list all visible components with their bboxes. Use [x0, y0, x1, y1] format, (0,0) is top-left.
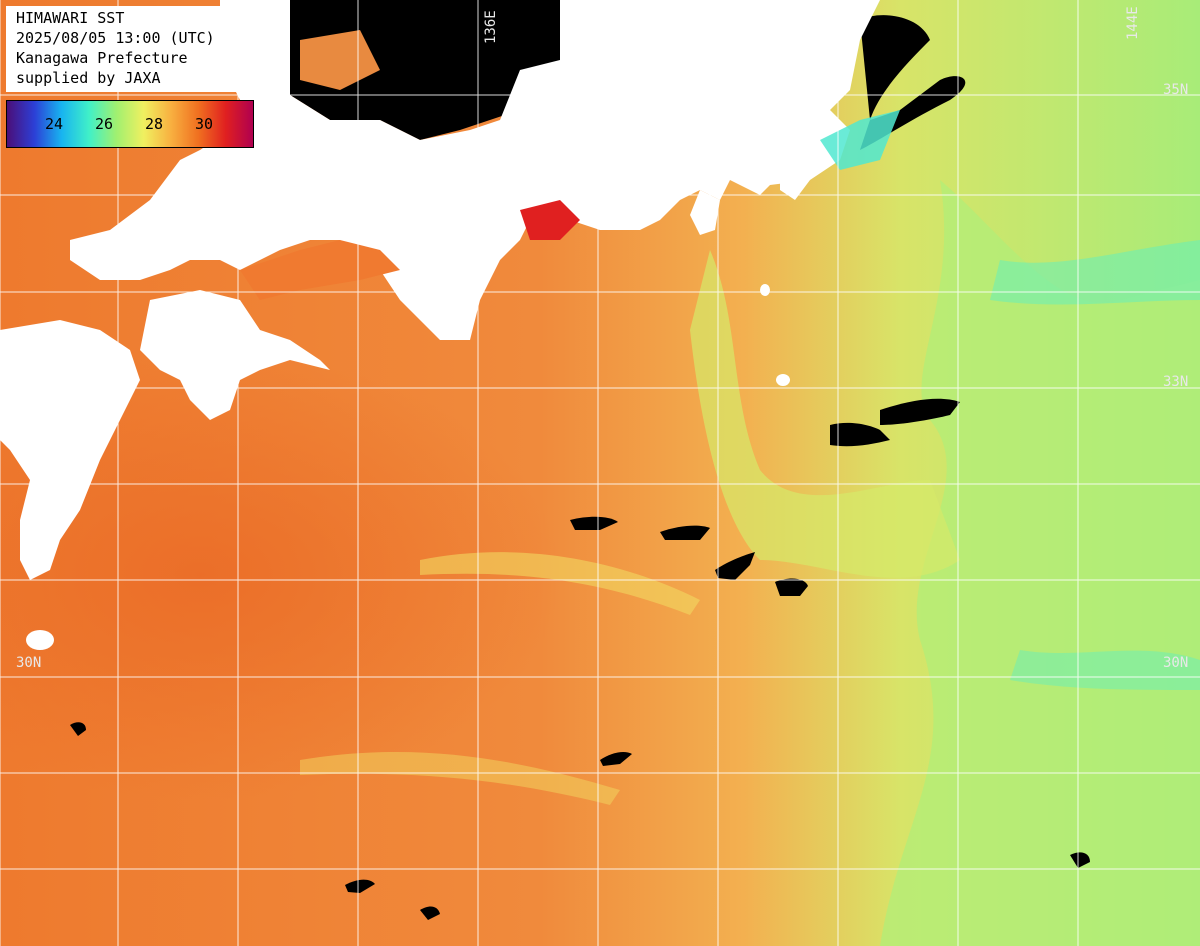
land-kii	[420, 130, 500, 240]
colorbar-tick-24: 24	[45, 115, 64, 133]
land-boso	[780, 145, 810, 200]
cloud-streak-8	[70, 722, 86, 736]
yellow-streak-2	[300, 751, 620, 805]
cloud-streak-9	[1070, 852, 1090, 868]
title-box: HIMAWARI SST 2025/08/05 13:00 (UTC) Kana…	[6, 6, 290, 92]
label-lat-33: 33N	[1163, 374, 1188, 390]
colorbar-tick-26: 26	[95, 115, 114, 133]
cyan-patch-south	[1010, 650, 1200, 690]
data-credit: supplied by JAXA	[16, 69, 161, 87]
timestamp: 2025/08/05 13:00 (UTC)	[16, 29, 215, 47]
no-data-top-patches	[300, 30, 380, 90]
colorbar-tick-28: 28	[145, 115, 164, 133]
label-lon-136: 136E	[483, 10, 499, 44]
label-lon-144: 144E	[1125, 6, 1141, 40]
label-lat-30-left: 30N	[16, 655, 41, 671]
cloud-streak-1	[830, 422, 890, 447]
cloud-streak-6	[775, 578, 808, 596]
cyan-band	[990, 240, 1200, 305]
cloud-streak-2	[880, 398, 960, 425]
land-miyake	[760, 284, 770, 296]
label-lat-30-right: 30N	[1163, 655, 1188, 671]
label-lat-35: 35N	[1163, 82, 1188, 98]
product-title: HIMAWARI SST	[16, 9, 125, 27]
yellow-streak-1	[420, 552, 700, 615]
land-kyushu	[0, 320, 140, 580]
land-izu	[690, 190, 720, 235]
region-name: Kanagawa Prefecture	[16, 49, 188, 67]
cloud-streak-4	[660, 525, 710, 540]
cool-water-mid	[690, 250, 960, 578]
coastal-cool-east	[820, 110, 900, 170]
land-oshima	[776, 374, 790, 386]
temperature-colorbar: 24 26 28 30	[6, 100, 254, 148]
cloud-streak-5	[715, 552, 755, 580]
cloud-streak-7	[600, 752, 632, 766]
land-tanegashima	[26, 630, 54, 650]
cloud-streak-10	[420, 906, 440, 920]
colorbar-tick-30: 30	[195, 115, 214, 133]
cloud-streak-3	[570, 516, 618, 530]
seto-inland-warm	[240, 240, 400, 300]
ise-bay-warm	[520, 200, 580, 240]
cloud-streak-11	[345, 879, 375, 893]
cool-water-east	[880, 180, 1200, 946]
